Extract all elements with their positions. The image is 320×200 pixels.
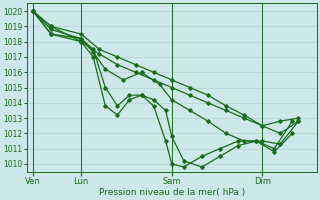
X-axis label: Pression niveau de la mer( hPa ): Pression niveau de la mer( hPa ) <box>99 188 245 197</box>
